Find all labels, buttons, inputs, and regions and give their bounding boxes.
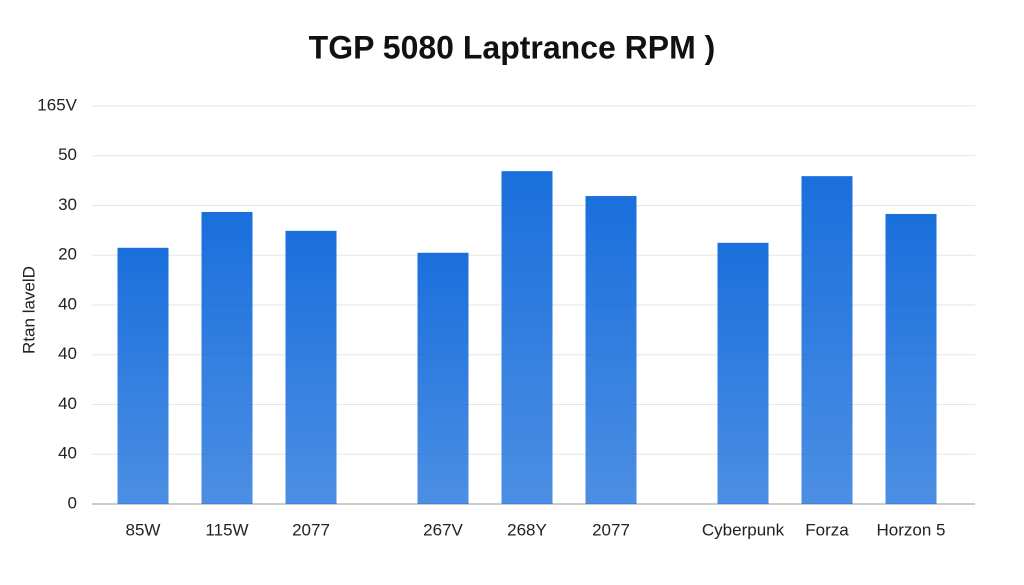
x-tick-label: 2077	[592, 520, 630, 539]
x-tick-label: Horzon 5	[877, 520, 946, 539]
x-tick-label: 115W	[205, 520, 248, 539]
y-tick-label: 0	[68, 493, 77, 512]
y-tick-label: 30	[58, 195, 77, 214]
y-tick-label: 40	[58, 444, 77, 463]
bar	[201, 211, 253, 504]
bar	[585, 196, 637, 505]
bar	[801, 176, 853, 504]
y-tick-label: 50	[58, 145, 77, 164]
bar	[885, 213, 937, 504]
bar	[417, 252, 469, 504]
x-tick-label: 85W	[126, 520, 161, 539]
y-tick-label: 20	[58, 245, 77, 264]
x-tick-label: 2077	[292, 520, 330, 539]
x-tick-label: 267V	[423, 520, 463, 539]
y-tick-label: 40	[58, 394, 77, 413]
y-tick-label: 40	[58, 344, 77, 363]
bar	[717, 242, 769, 504]
y-axis-label: Rtan lavelD	[19, 266, 38, 354]
bar	[117, 247, 169, 504]
chart-title: TGP 5080 Laptrance RPM )	[309, 29, 716, 65]
bar	[285, 230, 337, 504]
bar	[501, 171, 553, 505]
y-tick-label: 40	[58, 294, 77, 313]
x-tick-label: Cyberpunk	[702, 520, 785, 539]
x-tick-label: 268Y	[507, 520, 547, 539]
x-tick-label: Forza	[805, 520, 849, 539]
y-tick-label: 165V	[37, 95, 77, 114]
